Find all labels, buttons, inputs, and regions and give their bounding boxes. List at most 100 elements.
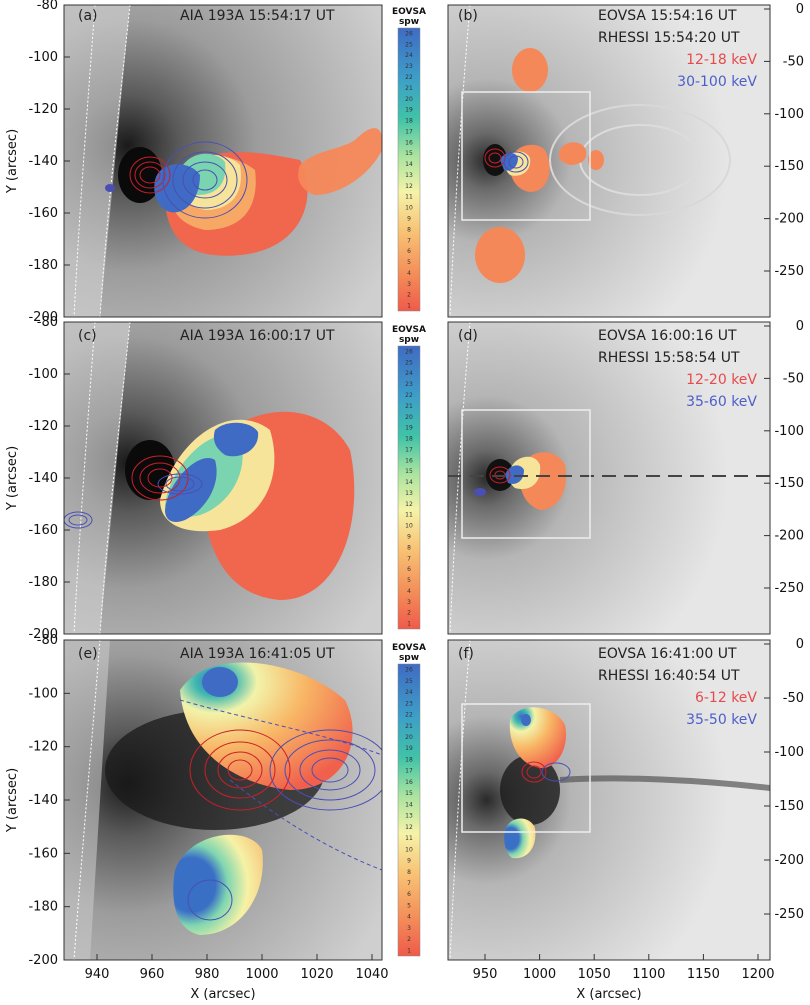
colorbar-label: 16 bbox=[405, 139, 413, 146]
colorbar-label: 13 bbox=[405, 490, 413, 497]
panel-d-energy-red: 12-20 keV bbox=[686, 372, 757, 388]
y-tick-label-right: -250 bbox=[774, 907, 804, 922]
colorbar-label: 16 bbox=[405, 779, 413, 786]
colorbar-label: 3 bbox=[407, 599, 411, 606]
panel-f-energy-red: 6-12 keV bbox=[695, 690, 757, 706]
x-tick-label-right: 1150 bbox=[687, 967, 720, 982]
y-tick-label-right: -150 bbox=[774, 476, 804, 491]
colorbar-subtitle: spw bbox=[399, 335, 419, 345]
panel-e: (e) AIA 193A 16:41:05 UT bbox=[63, 639, 383, 961]
panel-f-label: (f) bbox=[458, 646, 474, 662]
panel-a: (a) AIA 193A 15:54:17 UT bbox=[63, 4, 383, 318]
colorbar-label: 8 bbox=[407, 869, 411, 876]
y-tick-label: -140 bbox=[28, 793, 58, 808]
colorbar-label: 21 bbox=[405, 723, 413, 730]
panel-c-label: (c) bbox=[78, 328, 97, 344]
y-tick-label-right: -50 bbox=[783, 371, 804, 386]
colorbar-label: 3 bbox=[407, 281, 411, 288]
colorbar-label: 1 bbox=[407, 303, 411, 310]
colorbar-label: 17 bbox=[405, 446, 413, 453]
colorbar-label: 20 bbox=[405, 734, 413, 741]
colorbar-strip bbox=[397, 663, 421, 957]
x-tick-label: 1020 bbox=[300, 967, 333, 982]
panel-c-title: AIA 193A 16:00:17 UT bbox=[180, 328, 335, 344]
y-tick-label-right: -50 bbox=[783, 691, 804, 706]
panel-b-label: (b) bbox=[458, 8, 478, 24]
y-tick-label: -80 bbox=[37, 315, 58, 330]
colorbar-label: 13 bbox=[405, 813, 413, 820]
y-tick-label-right: 0 bbox=[796, 637, 804, 652]
colorbar-label: 16 bbox=[405, 457, 413, 464]
panel-b-energy-blue: 30-100 keV bbox=[677, 74, 757, 90]
colorbar-label: 23 bbox=[405, 700, 413, 707]
y-tick-label: -100 bbox=[28, 367, 58, 382]
y-tick-label: -120 bbox=[28, 102, 58, 117]
colorbar-label: 10 bbox=[405, 846, 413, 853]
panel-e-label: (e) bbox=[78, 646, 98, 662]
panel-d-label: (d) bbox=[458, 328, 478, 344]
colorbar-strip bbox=[397, 345, 421, 630]
y-tick-label-right: -50 bbox=[783, 54, 804, 69]
colorbar-label: 14 bbox=[405, 161, 413, 168]
y-tick-label: -180 bbox=[28, 258, 58, 273]
colorbar-label: 7 bbox=[407, 237, 411, 244]
y-tick-label: -140 bbox=[28, 154, 58, 169]
x-tick-label-right: 1100 bbox=[632, 967, 665, 982]
y-tick-label-right: -150 bbox=[774, 799, 804, 814]
y-tick-label: -80 bbox=[37, 0, 58, 13]
colorbar-label: 1 bbox=[407, 621, 411, 628]
left-y-ticks: -80-100-120-140-160-180-200-80-100-120-1… bbox=[28, 0, 70, 968]
y-tick-label: -140 bbox=[28, 471, 58, 486]
colorbar-label: 21 bbox=[405, 85, 413, 92]
y-tick-label-right: -100 bbox=[774, 107, 804, 122]
colorbar-label: 22 bbox=[405, 392, 413, 399]
right-x-ticks: 950 1000 1050 1100 1150 1200 bbox=[473, 954, 775, 982]
colorbar-label: 2 bbox=[407, 610, 411, 617]
colorbar-label: 26 bbox=[405, 30, 413, 37]
y-tick-label-right: 0 bbox=[796, 2, 804, 17]
y-tick-label-right: -250 bbox=[774, 264, 804, 279]
colorbar-label: 22 bbox=[405, 74, 413, 81]
colorbar-label: 12 bbox=[405, 501, 413, 508]
colorbar-label: 23 bbox=[405, 63, 413, 70]
panel-b: (b) EOVSA 15:54:16 UT RHESSI 15:54:20 UT… bbox=[447, 4, 771, 318]
x-tick-label: 960 bbox=[140, 967, 165, 982]
colorbar: EOVSAspw26252423222120191817161514131211… bbox=[392, 643, 426, 957]
colorbar-label: 25 bbox=[405, 678, 413, 685]
colorbar-label: 9 bbox=[407, 533, 411, 540]
colorbar-label: 5 bbox=[407, 902, 411, 909]
y-tick-label-right: -100 bbox=[774, 424, 804, 439]
x-tick-label: 1000 bbox=[245, 967, 278, 982]
colorbar-label: 9 bbox=[407, 858, 411, 865]
y-tick-label: -160 bbox=[28, 206, 58, 221]
colorbar-label: 15 bbox=[405, 468, 413, 475]
x-tick-label: 980 bbox=[195, 967, 220, 982]
colorbar-strip bbox=[397, 27, 421, 312]
colorbar-title: EOVSA bbox=[392, 325, 426, 335]
colorbar-label: 2 bbox=[407, 936, 411, 943]
colorbar-label: 11 bbox=[405, 835, 413, 842]
x-tick-label: 940 bbox=[85, 967, 110, 982]
colorbar-label: 22 bbox=[405, 712, 413, 719]
colorbar-label: 5 bbox=[407, 577, 411, 584]
colorbar-label: 15 bbox=[405, 790, 413, 797]
colorbar-label: 5 bbox=[407, 259, 411, 266]
y-tick-label-right: -200 bbox=[774, 853, 804, 868]
colorbar-label: 8 bbox=[407, 226, 411, 233]
colorbar-label: 7 bbox=[407, 555, 411, 562]
y-tick-label: -180 bbox=[28, 900, 58, 915]
panel-f-energy-blue: 35-50 keV bbox=[686, 712, 757, 728]
panel-b-energy-red: 12-18 keV bbox=[686, 52, 757, 68]
colorbar-label: 26 bbox=[405, 348, 413, 355]
colorbar-label: 19 bbox=[405, 107, 413, 114]
colorbar-label: 18 bbox=[405, 756, 413, 763]
colorbar-label: 14 bbox=[405, 801, 413, 808]
y-tick-label: -200 bbox=[28, 310, 58, 325]
colorbar-label: 12 bbox=[405, 824, 413, 831]
panel-f-line1: EOVSA 16:41:00 UT bbox=[598, 646, 737, 662]
y-tick-label: -200 bbox=[28, 953, 58, 968]
y-axis-title-e: Y (arcsec) bbox=[5, 768, 20, 833]
colorbar-label: 2 bbox=[407, 292, 411, 299]
colorbar-label: 17 bbox=[405, 128, 413, 135]
